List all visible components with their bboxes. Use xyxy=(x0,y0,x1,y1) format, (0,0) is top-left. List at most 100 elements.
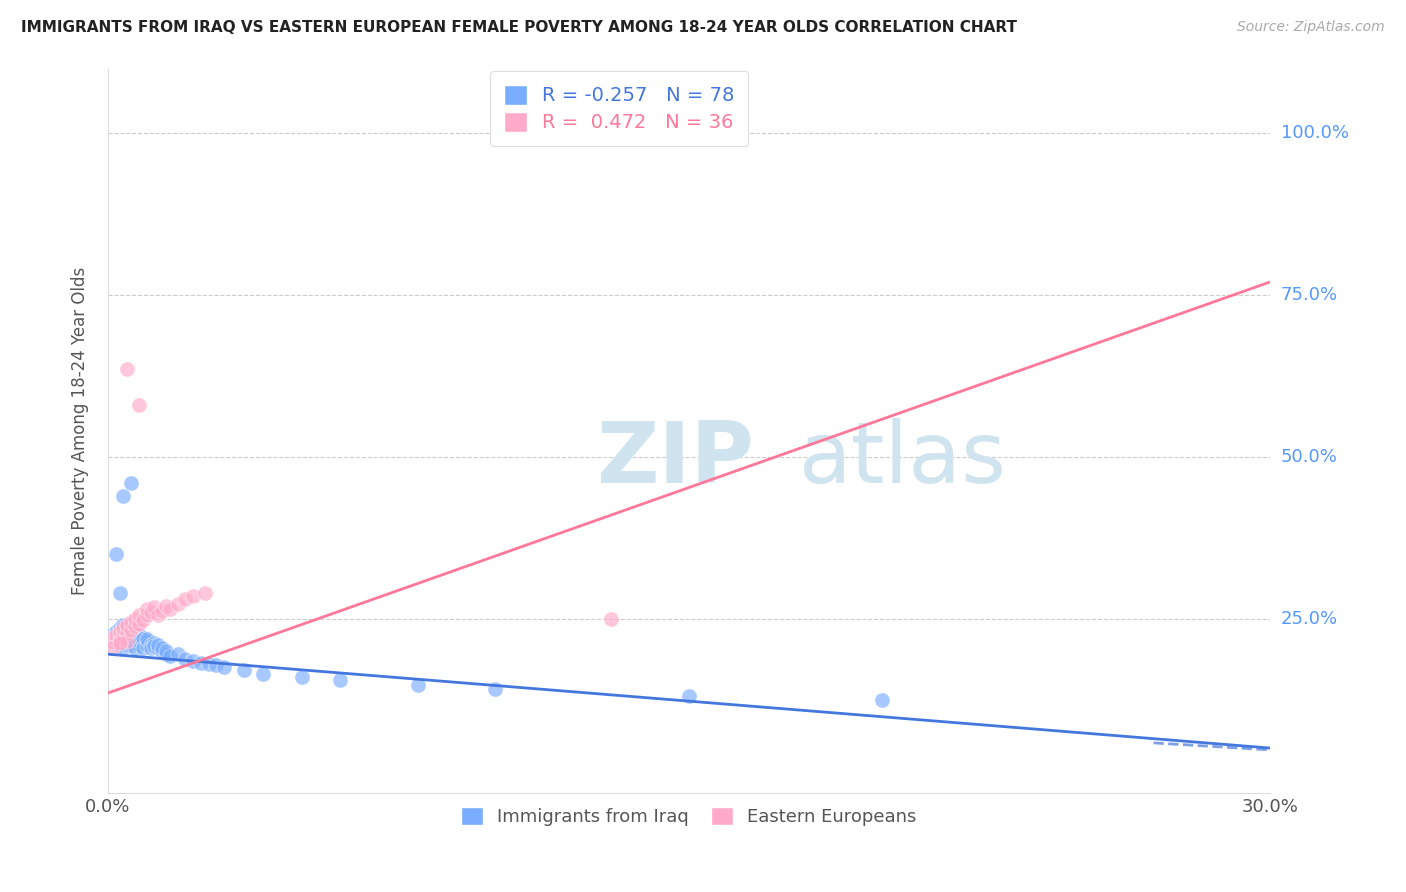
Point xyxy=(166,647,188,661)
Point xyxy=(124,612,146,626)
Point xyxy=(166,598,188,612)
Point xyxy=(872,692,894,706)
Point xyxy=(112,628,135,642)
Point xyxy=(104,628,127,642)
Point xyxy=(108,636,131,650)
Point xyxy=(135,602,157,616)
Point xyxy=(112,489,135,503)
Point xyxy=(101,634,124,648)
Point xyxy=(108,624,131,639)
Text: 25.0%: 25.0% xyxy=(1281,609,1339,628)
Point xyxy=(150,640,173,655)
Point xyxy=(101,631,124,645)
Point xyxy=(101,631,124,645)
Point xyxy=(108,634,131,648)
Point xyxy=(104,632,127,647)
Point xyxy=(159,649,181,664)
Point xyxy=(112,632,135,647)
Text: IMMIGRANTS FROM IRAQ VS EASTERN EUROPEAN FEMALE POVERTY AMONG 18-24 YEAR OLDS CO: IMMIGRANTS FROM IRAQ VS EASTERN EUROPEAN… xyxy=(21,20,1017,35)
Point xyxy=(212,660,235,674)
Point xyxy=(143,636,166,650)
Point xyxy=(135,632,157,647)
Point xyxy=(101,628,124,642)
Point xyxy=(252,666,274,681)
Point xyxy=(120,625,142,640)
Point xyxy=(112,628,135,642)
Point xyxy=(101,634,124,648)
Point xyxy=(148,608,170,623)
Point xyxy=(135,634,157,648)
Point xyxy=(124,624,146,638)
Point xyxy=(108,628,131,642)
Point xyxy=(174,651,197,665)
Point xyxy=(143,639,166,653)
Point xyxy=(112,618,135,632)
Point xyxy=(291,670,314,684)
Point xyxy=(132,613,155,627)
Point xyxy=(124,638,146,652)
Point xyxy=(139,638,162,652)
Point xyxy=(181,589,204,603)
Point xyxy=(128,628,150,642)
Point xyxy=(128,634,150,648)
Text: 50.0%: 50.0% xyxy=(1281,448,1337,466)
Point xyxy=(150,604,173,618)
Point xyxy=(112,621,135,635)
Point xyxy=(112,624,135,638)
Legend: Immigrants from Iraq, Eastern Europeans: Immigrants from Iraq, Eastern Europeans xyxy=(453,797,925,835)
Point xyxy=(124,634,146,648)
Point xyxy=(108,625,131,640)
Point xyxy=(117,628,139,642)
Point xyxy=(148,638,170,652)
Point xyxy=(101,632,124,647)
Point xyxy=(155,647,177,661)
Point xyxy=(104,630,127,644)
Point xyxy=(117,618,139,632)
Point xyxy=(194,585,217,599)
Point xyxy=(139,605,162,619)
Point xyxy=(108,631,131,645)
Point xyxy=(329,673,352,687)
Point xyxy=(150,644,173,658)
Point xyxy=(124,619,146,633)
Point xyxy=(155,599,177,613)
Point xyxy=(128,616,150,631)
Point xyxy=(108,636,131,650)
Point xyxy=(108,638,131,652)
Point xyxy=(143,599,166,614)
Text: 75.0%: 75.0% xyxy=(1281,286,1339,304)
Point xyxy=(128,632,150,647)
Point xyxy=(120,624,142,638)
Point xyxy=(108,585,131,599)
Point xyxy=(132,631,155,645)
Text: atlas: atlas xyxy=(799,418,1007,501)
Point xyxy=(139,640,162,655)
Point xyxy=(159,602,181,616)
Point xyxy=(135,638,157,652)
Point xyxy=(117,638,139,652)
Point xyxy=(132,640,155,655)
Text: Source: ZipAtlas.com: Source: ZipAtlas.com xyxy=(1237,20,1385,34)
Point xyxy=(112,640,135,655)
Point xyxy=(104,547,127,561)
Point xyxy=(484,681,506,696)
Point xyxy=(120,475,142,490)
Point xyxy=(128,638,150,652)
Text: 100.0%: 100.0% xyxy=(1281,124,1348,142)
Point xyxy=(148,640,170,655)
Point xyxy=(174,592,197,607)
Point xyxy=(120,621,142,635)
Y-axis label: Female Poverty Among 18-24 Year Olds: Female Poverty Among 18-24 Year Olds xyxy=(72,267,89,595)
Point xyxy=(117,625,139,640)
Point xyxy=(104,632,127,646)
Point xyxy=(205,658,228,673)
Point xyxy=(108,630,131,644)
Point xyxy=(128,608,150,623)
Point xyxy=(120,615,142,629)
Point xyxy=(117,634,139,648)
Point xyxy=(124,628,146,642)
Point xyxy=(197,657,219,671)
Point xyxy=(101,640,124,655)
Point xyxy=(678,690,700,704)
Point xyxy=(155,644,177,658)
